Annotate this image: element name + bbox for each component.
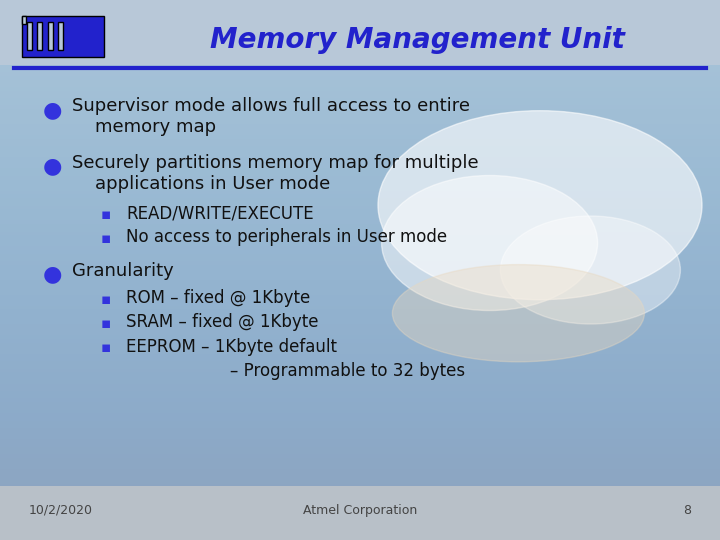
FancyBboxPatch shape [0, 486, 720, 540]
Text: No access to peripherals in User mode: No access to peripherals in User mode [126, 228, 447, 246]
FancyBboxPatch shape [48, 22, 53, 50]
FancyBboxPatch shape [37, 22, 42, 50]
Text: Memory Management Unit: Memory Management Unit [210, 26, 625, 55]
FancyBboxPatch shape [27, 22, 32, 50]
Text: ▪: ▪ [101, 316, 111, 331]
Text: EEPROM – 1Kbyte default: EEPROM – 1Kbyte default [126, 338, 337, 355]
Text: Granularity: Granularity [72, 262, 174, 280]
FancyBboxPatch shape [0, 0, 720, 65]
Text: Supervisor mode allows full access to entire
    memory map: Supervisor mode allows full access to en… [72, 97, 470, 136]
Text: Atmel Corporation: Atmel Corporation [303, 504, 417, 517]
Text: ▪: ▪ [101, 207, 111, 222]
Text: 8: 8 [683, 504, 691, 517]
Text: Securely partitions memory map for multiple
    applications in User mode: Securely partitions memory map for multi… [72, 154, 479, 193]
Text: SRAM – fixed @ 1Kbyte: SRAM – fixed @ 1Kbyte [126, 313, 318, 331]
Text: ROM – fixed @ 1Kbyte: ROM – fixed @ 1Kbyte [126, 289, 310, 307]
Text: ●: ● [43, 265, 63, 285]
Text: ▪: ▪ [101, 231, 111, 246]
Ellipse shape [392, 265, 644, 362]
Ellipse shape [378, 111, 702, 300]
Text: ▪: ▪ [101, 292, 111, 307]
Text: READ/WRITE/EXECUTE: READ/WRITE/EXECUTE [126, 204, 314, 222]
Text: ●: ● [43, 157, 63, 177]
FancyBboxPatch shape [58, 22, 63, 50]
FancyBboxPatch shape [22, 16, 26, 24]
Text: ●: ● [43, 100, 63, 120]
Ellipse shape [500, 216, 680, 324]
Text: 10/2/2020: 10/2/2020 [29, 504, 93, 517]
Text: – Programmable to 32 bytes: – Programmable to 32 bytes [209, 362, 465, 380]
Ellipse shape [382, 176, 598, 310]
Text: ▪: ▪ [101, 340, 111, 355]
FancyBboxPatch shape [22, 16, 104, 57]
